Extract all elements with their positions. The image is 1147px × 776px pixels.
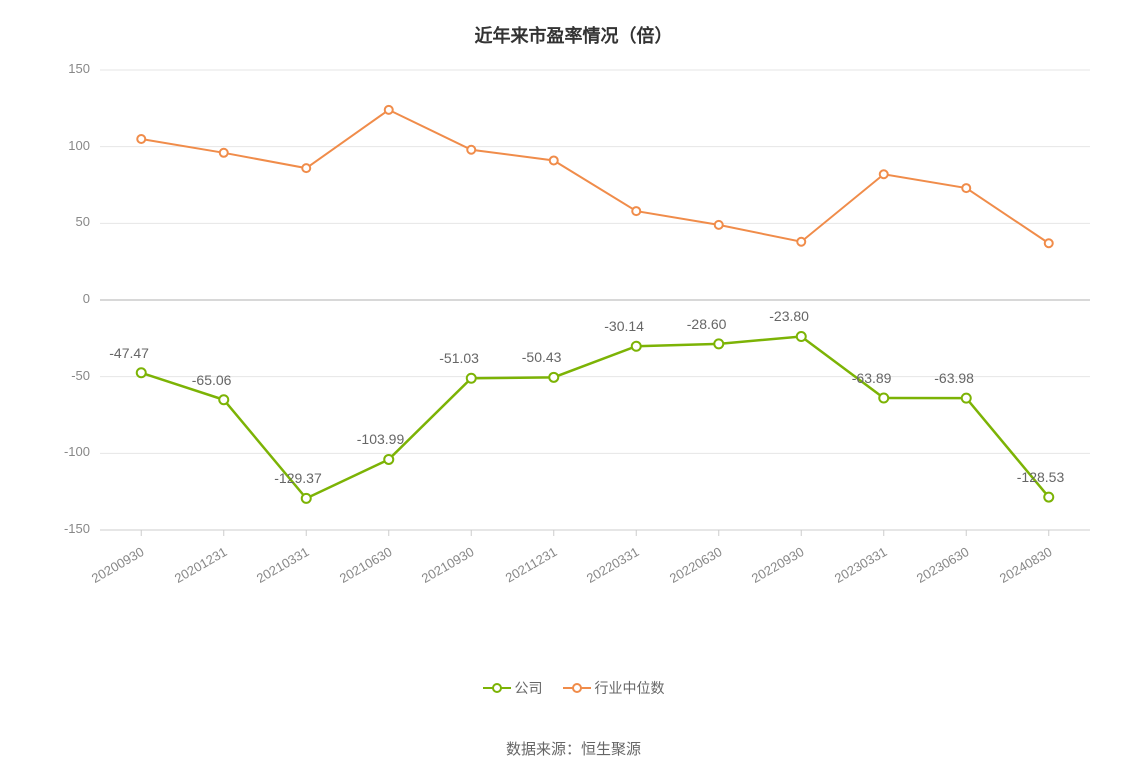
data-point-label: -23.80 [769, 308, 809, 324]
y-tick-label: -150 [30, 521, 90, 536]
data-point-label: -128.53 [1017, 469, 1064, 485]
y-tick-label: 0 [30, 291, 90, 306]
chart-container: 近年来市盈率情况（倍） -150-100-50050100150 2020093… [0, 0, 1147, 776]
data-point-label: -30.14 [604, 318, 644, 334]
data-point-label: -63.89 [852, 370, 892, 386]
source-text: 数据来源：恒生聚源 [0, 738, 1147, 759]
data-point-label: -65.06 [192, 372, 232, 388]
data-point-label: -129.37 [274, 470, 321, 486]
y-tick-label: 150 [30, 61, 90, 76]
legend-label: 公司 [515, 678, 543, 698]
y-tick-label: -100 [30, 444, 90, 459]
data-point-label: -103.99 [357, 431, 404, 447]
legend-item: 行业中位数 [563, 678, 665, 698]
y-tick-label: 50 [30, 214, 90, 229]
data-point-label: -28.60 [687, 316, 727, 332]
y-tick-label: 100 [30, 138, 90, 153]
data-point-label: -47.47 [109, 345, 149, 361]
chart-svg [0, 0, 1147, 776]
legend-item: 公司 [483, 678, 543, 698]
legend: 公司 行业中位数 [0, 678, 1147, 700]
data-point-label: -63.98 [934, 370, 974, 386]
data-point-label: -51.03 [439, 350, 479, 366]
y-tick-label: -50 [30, 368, 90, 383]
data-point-label: -50.43 [522, 349, 562, 365]
legend-label: 行业中位数 [595, 678, 665, 698]
